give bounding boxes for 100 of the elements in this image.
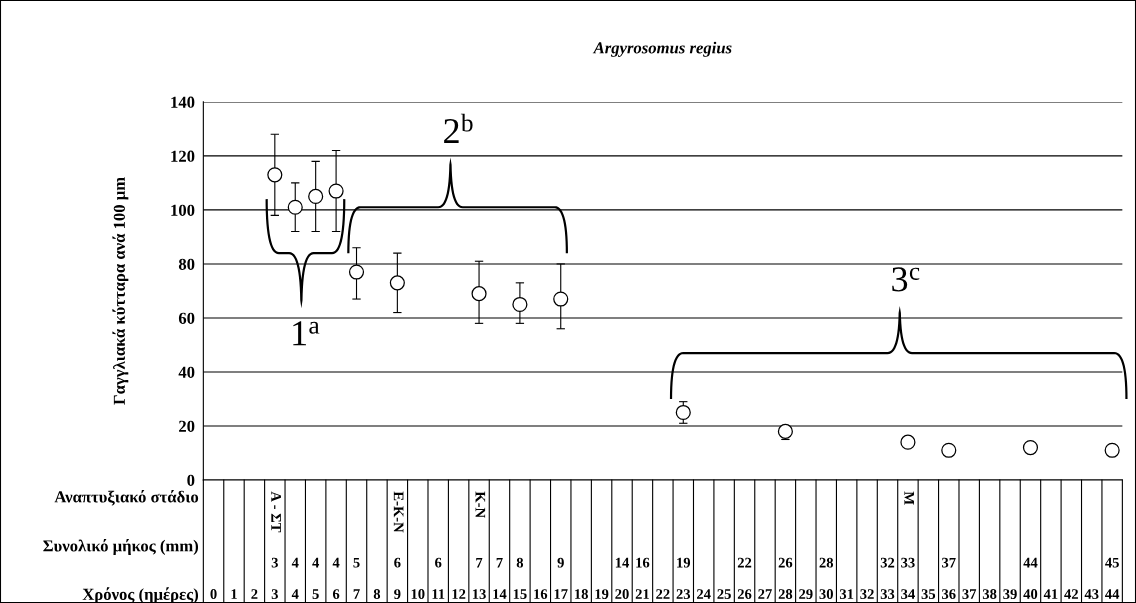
x-tick-label: 16 <box>534 589 548 599</box>
x-tick-label: 10 <box>411 589 425 599</box>
point <box>267 167 283 183</box>
x-axis-title: Χρόνος (ημέρες) <box>82 587 199 603</box>
point <box>328 183 344 199</box>
text: 28 <box>819 557 834 568</box>
x-tick-label: 1 <box>231 589 237 599</box>
x-tick-label: 39 <box>1003 589 1017 599</box>
text: Κ-Ν <box>475 491 486 518</box>
text: 4 <box>332 557 340 568</box>
text: Ε-Κ-Ν <box>393 491 404 533</box>
y-axis-title: Γαγγλιακά κύτταρα ανά 100 μm <box>112 177 129 405</box>
text: 4 <box>291 557 299 568</box>
x-tick-label: 22 <box>656 589 670 599</box>
x-tick-label: 42 <box>1064 589 1078 599</box>
annotation: 1$^{a}$ <box>293 321 320 346</box>
y-tick-label: 20 <box>179 420 195 432</box>
text: 4 <box>312 557 320 568</box>
text: Μ <box>904 491 914 505</box>
x-tick-label: 38 <box>982 589 997 599</box>
x-tick-label: 5 <box>312 589 319 599</box>
text: 44 <box>1023 557 1038 568</box>
chart-title: Argyrosomus regius <box>592 41 732 57</box>
y-tick-label: 40 <box>178 366 195 378</box>
text: 7 <box>476 557 483 568</box>
text: 6 <box>394 557 401 568</box>
x-tick-label: 23 <box>676 589 691 599</box>
x-tick-label: 34 <box>901 589 915 599</box>
x-tick-label: 27 <box>758 589 772 599</box>
x-tick-label: 20 <box>615 589 629 599</box>
x-tick-label: 9 <box>394 589 401 599</box>
text: Α - ΣΤ <box>271 491 281 533</box>
text: Συνολικό μήκος (mm) <box>43 538 199 555</box>
text: 7 <box>496 557 503 568</box>
x-tick-label: 30 <box>819 589 833 599</box>
point <box>389 275 405 291</box>
x-tick-label: 14 <box>493 589 507 599</box>
x-tick-label: 13 <box>472 589 486 599</box>
text: 5 <box>353 557 360 568</box>
x-tick-label: 25 <box>717 589 731 599</box>
text: 6 <box>435 557 442 568</box>
x-tick-label: 3 <box>271 589 278 599</box>
x-tick-label: 2 <box>251 589 258 599</box>
point <box>941 442 957 458</box>
text: 9 <box>557 557 564 568</box>
text: 16 <box>636 557 650 568</box>
text: 32 <box>880 557 895 568</box>
point <box>1022 440 1039 456</box>
y-tick-label: 140 <box>171 96 195 108</box>
y-tick-label: 60 <box>178 312 195 324</box>
x-tick-label: 26 <box>737 589 752 599</box>
y-tick-label: 80 <box>178 258 195 270</box>
x-tick-label: 15 <box>513 589 527 599</box>
x-tick-label: 7 <box>353 589 360 599</box>
text: 3 <box>271 557 278 568</box>
point <box>287 199 303 215</box>
x-tick-label: 24 <box>697 589 711 599</box>
text: 26 <box>778 557 793 568</box>
point <box>900 434 916 450</box>
x-tick-label: 32 <box>860 589 874 599</box>
point <box>308 188 324 204</box>
x-tick-label: 29 <box>799 589 813 599</box>
text: 33 <box>901 557 915 568</box>
x-tick-label: 19 <box>595 589 609 599</box>
point <box>348 264 365 280</box>
point <box>1104 442 1120 458</box>
annotation: 2$^{b}$ <box>444 113 473 143</box>
point <box>471 286 487 302</box>
x-tick-label: 36 <box>942 589 956 599</box>
x-tick-label: 6 <box>332 589 340 599</box>
text: 22 <box>737 557 752 568</box>
x-tick-label: 33 <box>880 589 895 599</box>
y-tick-label: 100 <box>171 204 195 216</box>
x-tick-label: 43 <box>1084 589 1099 599</box>
text: 8 <box>516 557 524 568</box>
y-tick-label: 120 <box>171 150 195 162</box>
x-tick-label: 17 <box>554 589 568 599</box>
x-tick-label: 31 <box>839 589 854 599</box>
text: Αναπτυξιακό στάδιο <box>54 489 199 506</box>
x-tick-label: 40 <box>1023 589 1038 599</box>
text: 14 <box>615 557 630 568</box>
x-tick-label: 11 <box>432 589 445 599</box>
x-tick-label: 44 <box>1105 589 1120 599</box>
x-tick-label: 8 <box>373 589 381 599</box>
y-tick-label: 0 <box>187 474 195 486</box>
annotation: 3$^{c}$ <box>892 267 920 292</box>
x-tick-label: 4 <box>291 589 299 599</box>
x-tick-label: 28 <box>778 589 793 599</box>
point <box>512 296 528 313</box>
point <box>553 291 569 307</box>
x-tick-label: 12 <box>452 589 466 599</box>
x-tick-label: 0 <box>210 589 217 599</box>
text: 45 <box>1105 557 1119 568</box>
x-tick-label: 21 <box>635 589 649 599</box>
text: 19 <box>677 557 691 568</box>
x-tick-label: 18 <box>575 589 588 599</box>
x-tick-label: 37 <box>962 589 977 599</box>
text: 37 <box>942 557 956 568</box>
x-tick-label: 41 <box>1043 589 1058 599</box>
x-tick-label: 35 <box>921 589 936 599</box>
